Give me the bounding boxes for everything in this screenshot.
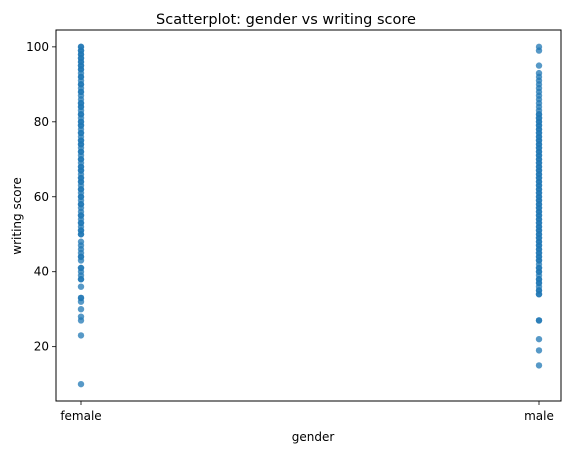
y-tick-label: 80	[34, 115, 49, 129]
data-point-female	[77, 380, 85, 388]
data-point-female	[77, 283, 85, 290]
y-axis-label: writing score	[10, 177, 24, 254]
y-tick-label: 40	[34, 265, 49, 279]
x-tick-label-female: female	[60, 409, 101, 423]
plot-area	[55, 29, 562, 402]
data-point-male	[535, 62, 543, 69]
data-point-male	[535, 347, 543, 354]
data-point-female	[77, 332, 85, 339]
y-tick-label: 100	[26, 40, 49, 54]
data-point-male	[535, 43, 543, 51]
data-points	[77, 43, 543, 388]
y-tick-label: 60	[34, 190, 49, 204]
x-tick-label-male: male	[524, 409, 554, 423]
data-point-male	[535, 335, 543, 343]
data-point-female	[77, 238, 85, 245]
x-axis-label: gender	[292, 430, 335, 444]
data-point-female	[77, 305, 85, 313]
y-tick-label: 20	[34, 340, 49, 354]
data-point-female	[77, 264, 85, 272]
data-point-male	[535, 362, 543, 369]
data-point-male	[535, 69, 543, 77]
x-axis-ticks: female male	[60, 401, 554, 423]
y-axis-ticks: 20 40 60 80 100	[26, 40, 56, 354]
data-point-male	[535, 317, 543, 324]
chart-title: Scatterplot: gender vs writing score	[156, 12, 416, 28]
data-point-female	[77, 313, 85, 320]
data-point-female	[77, 294, 85, 302]
data-point-female	[77, 43, 85, 51]
